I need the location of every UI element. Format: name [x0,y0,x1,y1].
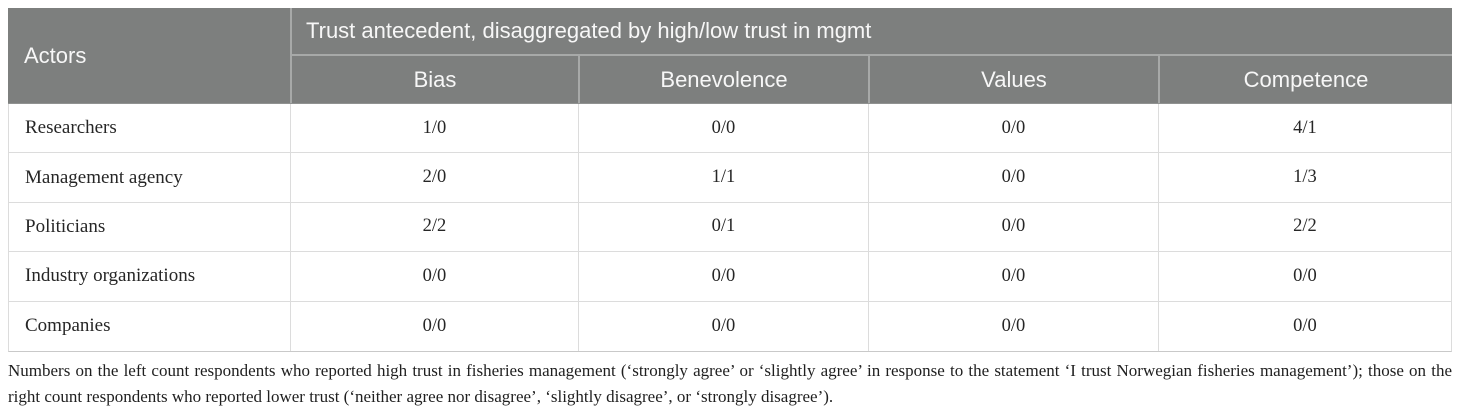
table-header: Actors Trust antecedent, disaggregated b… [8,8,1452,104]
row-label: Industry organizations [25,265,196,287]
cell-value: 4/1 [1158,104,1451,153]
row-label: Politicians [25,215,106,237]
cell-value: 0/0 [578,252,868,301]
cell-value: 0/1 [578,202,868,252]
cell-value: 0/0 [868,104,1158,153]
table-row-management-agency: Management agency 2/0 1/1 0/0 1/3 [9,153,1451,203]
cell-value: 0/0 [868,153,1158,202]
cell-value: 0/0 [290,252,578,301]
column-header-benevolence: Benevolence [578,56,868,103]
table-row-companies: Companies 0/0 0/0 0/0 0/0 [9,301,1451,351]
cell-value: 0/0 [578,301,868,351]
cell-value: 2/2 [1158,202,1451,252]
cell-value: 0/0 [1158,252,1451,301]
column-header-bias: Bias [413,66,457,92]
column-header-group: Trust antecedent, disaggregated by high/… [292,8,1452,56]
cell-value: 0/0 [868,301,1158,351]
cell-value: 0/0 [290,301,578,351]
cell-value: 1/3 [1158,153,1451,202]
row-label: Researchers [25,117,117,139]
column-header-competence: Competence [1158,56,1452,103]
table-subheader-row: Bias Benevolence Values Competence [292,56,1452,103]
cell-value: 0/0 [578,104,868,153]
cell-value: 0/0 [868,202,1158,252]
table-row-politicians: Politicians 2/2 0/1 0/0 2/2 [9,202,1451,253]
cell-value: 0/0 [868,252,1158,301]
row-label: Companies [25,315,111,337]
row-label: Management agency [25,166,183,188]
table-body: Researchers 1/0 0/0 0/0 4/1 Management a… [8,104,1452,352]
table-row-researchers: Researchers 1/0 0/0 0/0 4/1 [9,104,1451,154]
trust-antecedents-table: Actors Trust antecedent, disaggregated b… [8,8,1452,352]
table-header-group-section: Trust antecedent, disaggregated by high/… [290,8,1452,103]
cell-value: 2/2 [290,202,578,252]
cell-value: 2/0 [290,153,578,202]
cell-value: 1/0 [290,104,578,153]
cell-value: 0/0 [1158,301,1451,351]
cell-value: 1/1 [578,153,868,202]
column-header-values: Values [868,56,1158,103]
table-row-industry-organizations: Industry organizations 0/0 0/0 0/0 0/0 [9,252,1451,302]
table-footnote: Numbers on the left count respondents wh… [8,361,1452,406]
column-header-actors: Actors [24,42,87,68]
